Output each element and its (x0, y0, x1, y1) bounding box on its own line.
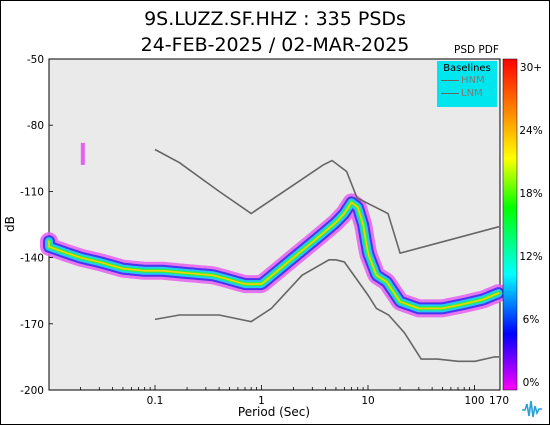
x-axis: 0.1 1 10 100 170 (80, 385, 509, 407)
colorbar-tick-label: 6% (523, 314, 540, 326)
colorbar-tick-label: 18% (519, 188, 542, 200)
colorbar-title: PSD PDF (454, 44, 499, 56)
chart-title: 9S.LUZZ.SF.HHZ : 335 PSDs (144, 8, 406, 30)
pdf-band-yellow (48, 201, 500, 310)
colorbar-tick-label: 0% (523, 377, 540, 389)
baseline-lnm (154, 258, 499, 363)
x-tick-label: 0.1 (147, 395, 164, 407)
legend-item-hnm: HNM (437, 74, 497, 87)
pdf-density-cloud (40, 142, 508, 318)
chart-subtitle: 24-FEB-2025 / 02-MAR-2025 (140, 34, 410, 56)
y-axis: -50 -80 -110 -140 -170 -200 (20, 54, 53, 397)
colorbar-tick-label: 24% (519, 125, 542, 137)
baseline-hnm (154, 148, 500, 255)
x-tick-label: 10 (361, 395, 374, 407)
y-tick-label: -200 (20, 385, 44, 397)
y-tick-label: -110 (20, 186, 44, 198)
colorbar-tick-label: 30+ (520, 62, 542, 74)
colorbar-ticks: 30+ 24% 18% 12% 6% 0% (519, 62, 542, 389)
x-tick-label: 170 (489, 395, 509, 407)
y-tick-label: -140 (20, 253, 44, 265)
plot-area (48, 58, 501, 391)
x-tick-label: 100 (464, 395, 484, 407)
baseline-curves (154, 148, 500, 363)
colorbar (502, 58, 518, 391)
legend-label-lnm: LNM (461, 88, 483, 99)
colorbar-tick-label: 12% (519, 251, 542, 263)
legend-item-lnm: LNM (437, 87, 497, 100)
y-axis-label: dB (3, 216, 17, 232)
baselines-legend: Baselines HNM LNM (437, 61, 497, 107)
y-tick-label: -170 (20, 319, 44, 331)
x-tick-label: 1 (258, 395, 265, 407)
legend-label-hnm: HNM (461, 75, 485, 86)
y-tick-label: -80 (27, 120, 44, 132)
waveform-logo-icon (522, 400, 542, 418)
y-tick-label: -50 (27, 54, 44, 66)
legend-title: Baselines (443, 63, 491, 74)
x-axis-label: Period (Sec) (238, 405, 310, 419)
